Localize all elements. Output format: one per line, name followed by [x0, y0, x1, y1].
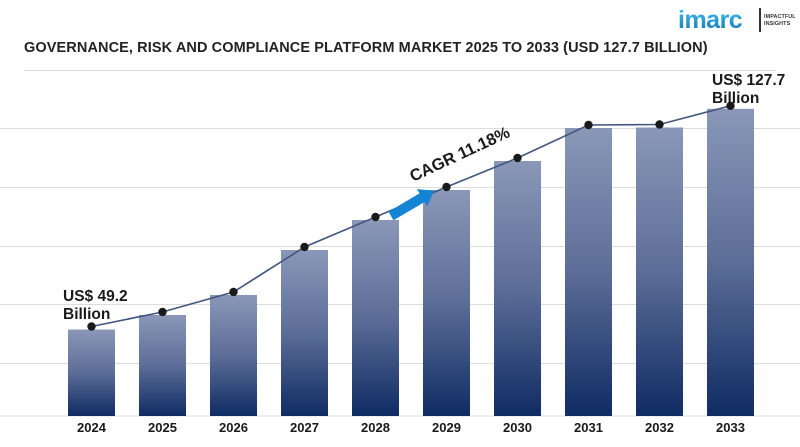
svg-text:2032: 2032	[645, 420, 674, 435]
svg-text:2024: 2024	[77, 420, 107, 435]
svg-text:2030: 2030	[503, 420, 532, 435]
svg-text:US$ 49.2: US$ 49.2	[63, 288, 128, 305]
svg-text:US$ 127.7: US$ 127.7	[712, 72, 785, 89]
svg-text:2025: 2025	[148, 420, 177, 435]
svg-text:2029: 2029	[432, 420, 461, 435]
svg-text:2028: 2028	[361, 420, 390, 435]
svg-text:INSIGHTS: INSIGHTS	[764, 21, 791, 27]
svg-text:IMPACTFUL: IMPACTFUL	[764, 14, 796, 20]
svg-text:Billion: Billion	[63, 306, 110, 323]
svg-text:2031: 2031	[574, 420, 603, 435]
svg-text:2027: 2027	[290, 420, 319, 435]
svg-text:2033: 2033	[716, 420, 745, 435]
svg-text:imarc: imarc	[678, 6, 743, 34]
svg-text:Billion: Billion	[712, 90, 759, 107]
svg-text:2026: 2026	[219, 420, 248, 435]
